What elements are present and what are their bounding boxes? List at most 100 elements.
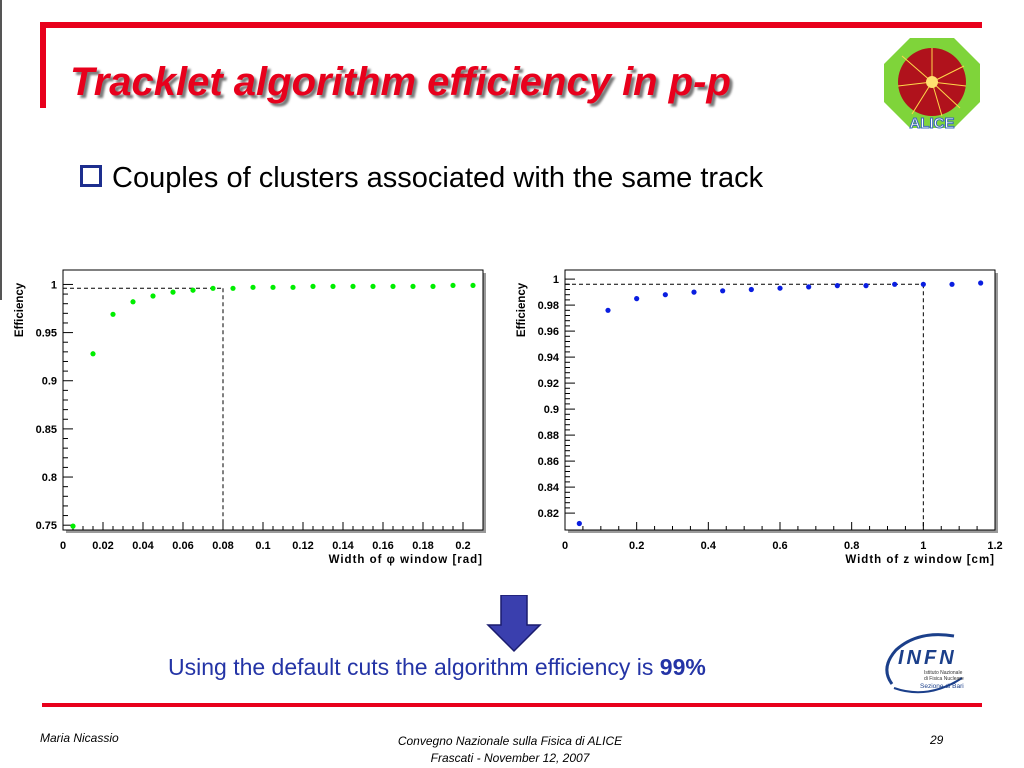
chart1-series0-point [748, 286, 754, 293]
chart1-ytick-label: 0.96 [538, 326, 559, 338]
chart0-series0-point [150, 293, 156, 299]
checkbox-bullet-icon [80, 165, 102, 188]
chart1-series0-point [892, 281, 898, 287]
footer-divider [42, 703, 982, 707]
chart1-ytick-label: 1 [553, 274, 559, 286]
chart-z-window: 0 0.2 0.4 0.6 0.8 1 1.2 0.82 0.84 0.86 0.88 0.9 0.92… [516, 269, 1003, 566]
down-arrow-icon [486, 595, 542, 653]
chart0-ytick-label: 0.8 [42, 472, 57, 484]
chart0-plot-area [62, 269, 484, 531]
chart0-series0-point [430, 283, 436, 289]
conclusion-text: Using the default cuts the algorithm eff… [168, 654, 706, 681]
chart1-xtick-label: 0.2 [629, 540, 644, 552]
chart0-series0-point [210, 285, 216, 291]
chart0-xtick-label: 0.18 [412, 540, 433, 552]
bullet-text: Couples of clusters associated with the … [112, 162, 764, 194]
chart0-xtick-label: 0.02 [92, 540, 113, 552]
chart1-series0-point [576, 520, 582, 527]
chart1-series0-point [920, 281, 926, 287]
chart1-ytick-label: 0.84 [538, 482, 560, 494]
chart0-series0-point [350, 283, 356, 289]
chart1-series0-point [720, 288, 726, 294]
chart0-series0-point [170, 289, 176, 295]
chart0-xtick-label: 0 [60, 540, 66, 552]
chart1-xtick-label: 0.6 [772, 540, 787, 552]
footer-event-name: Convegno Nazionale sulla Fisica di ALICE [397, 734, 623, 748]
infn-logo-sub3: Sezione di Bari [920, 683, 964, 690]
chart0-series0-point [310, 283, 316, 289]
chart1-series0-point [691, 289, 697, 295]
chart1-series0-point [777, 285, 783, 291]
chart1-ytick-label: 0.98 [538, 300, 559, 312]
chart0-series0-point [410, 283, 416, 289]
chart1-series0-point [605, 307, 611, 313]
infn-logo-text: INFN [898, 647, 957, 669]
chart0-series0-point [90, 351, 96, 357]
chart0-xtick-label: 0.16 [372, 540, 393, 552]
chart0-series0-point [250, 284, 256, 290]
slide-title: Tracklet algorithm efficiency in p-p [70, 60, 731, 104]
chart0-ytick-label: 0.95 [36, 328, 57, 340]
footer-author: Maria Nicassio [40, 731, 119, 745]
chart1-series0-point [662, 292, 668, 298]
chart0-ytick-label: 0.9 [42, 376, 57, 388]
footer-page-number: 29 [930, 733, 944, 747]
conclusion-prefix: Using the default cuts the algorithm eff… [168, 654, 660, 680]
chart0-series0-point [330, 283, 336, 289]
chart1-series0-point [978, 280, 984, 286]
infn-logo: INFN Istituto Nazionale di Fisica Nuclea… [885, 633, 964, 694]
chart0-series0-point [230, 285, 236, 291]
chart0-ylabel: Efficiency [14, 282, 26, 337]
alice-logo-text: ALICE [910, 115, 955, 130]
chart1-xtick-label: 0.8 [844, 540, 859, 552]
chart0-xtick-label: 0.04 [132, 540, 154, 552]
bullet-item: Couples of clusters associated with the … [80, 162, 763, 195]
chart0-series0-point [130, 299, 136, 305]
chart1-ytick-label: 0.94 [538, 352, 560, 364]
chart0-series0-point [390, 283, 396, 289]
chart0-series0-point [190, 287, 196, 293]
chart0-xtick-label: 0.14 [332, 540, 354, 552]
chart0-series0-point [470, 282, 476, 289]
chart-phi-window: 0 0.02 0.04 0.06 0.08 0.1 0.12 0.14 0.16 0.18 0.2 0… [14, 269, 486, 566]
slide-left-edge [0, 0, 2, 300]
chart1-series0-point [834, 283, 840, 289]
footer-place-date: Frascati - November 12, 2007 [430, 751, 590, 765]
chart1-series0-point [863, 283, 869, 289]
title-frame-top [40, 22, 982, 28]
footer-event: Convegno Nazionale sulla Fisica di ALICE… [300, 733, 720, 767]
chart1-ytick-label: 0.88 [538, 430, 559, 442]
chart1-plot-area [564, 269, 996, 531]
chart1-series0-point [634, 296, 640, 302]
infn-logo-sub2: di Fisica Nucleare [924, 676, 964, 682]
chart1-xtick-label: 1.2 [987, 540, 1002, 552]
alice-logo: ALICE [884, 38, 980, 130]
chart0-xtick-label: 0.1 [255, 540, 270, 552]
chart0-series0-point [110, 311, 116, 317]
title-frame-left [40, 22, 46, 108]
chart0-xtick-label: 0.06 [172, 540, 193, 552]
chart0-series0-point [450, 282, 456, 289]
chart1-series0-point [806, 284, 812, 290]
chart1-ytick-label: 0.82 [538, 508, 559, 520]
chart0-xlabel: Width of φ window [rad] [329, 554, 483, 566]
chart1-xlabel: Width of z window [cm] [845, 554, 995, 566]
chart1-ytick-label: 0.9 [544, 404, 559, 416]
chart0-series0-point [290, 284, 296, 290]
chart0-series0-point [270, 284, 276, 290]
chart0-ytick-label: 0.75 [36, 520, 57, 532]
infn-logo-sub1: Istituto Nazionale [924, 670, 963, 676]
chart1-series0-point [949, 281, 955, 287]
chart1-ytick-label: 0.86 [538, 456, 559, 468]
chart1-ylabel: Efficiency [516, 282, 528, 337]
chart0-series0-point [70, 523, 76, 529]
chart1-xtick-label: 0.4 [701, 540, 717, 552]
chart0-xtick-label: 0.12 [292, 540, 313, 552]
chart0-xtick-label: 0.08 [212, 540, 233, 552]
chart0-ytick-label: 0.85 [36, 424, 57, 436]
chart1-ytick-label: 0.92 [538, 378, 559, 390]
chart1-xtick-label: 1 [920, 540, 926, 552]
chart0-ytick-label: 1 [51, 279, 57, 291]
chart1-xtick-label: 0 [562, 540, 568, 552]
conclusion-value: 99% [659, 654, 706, 680]
